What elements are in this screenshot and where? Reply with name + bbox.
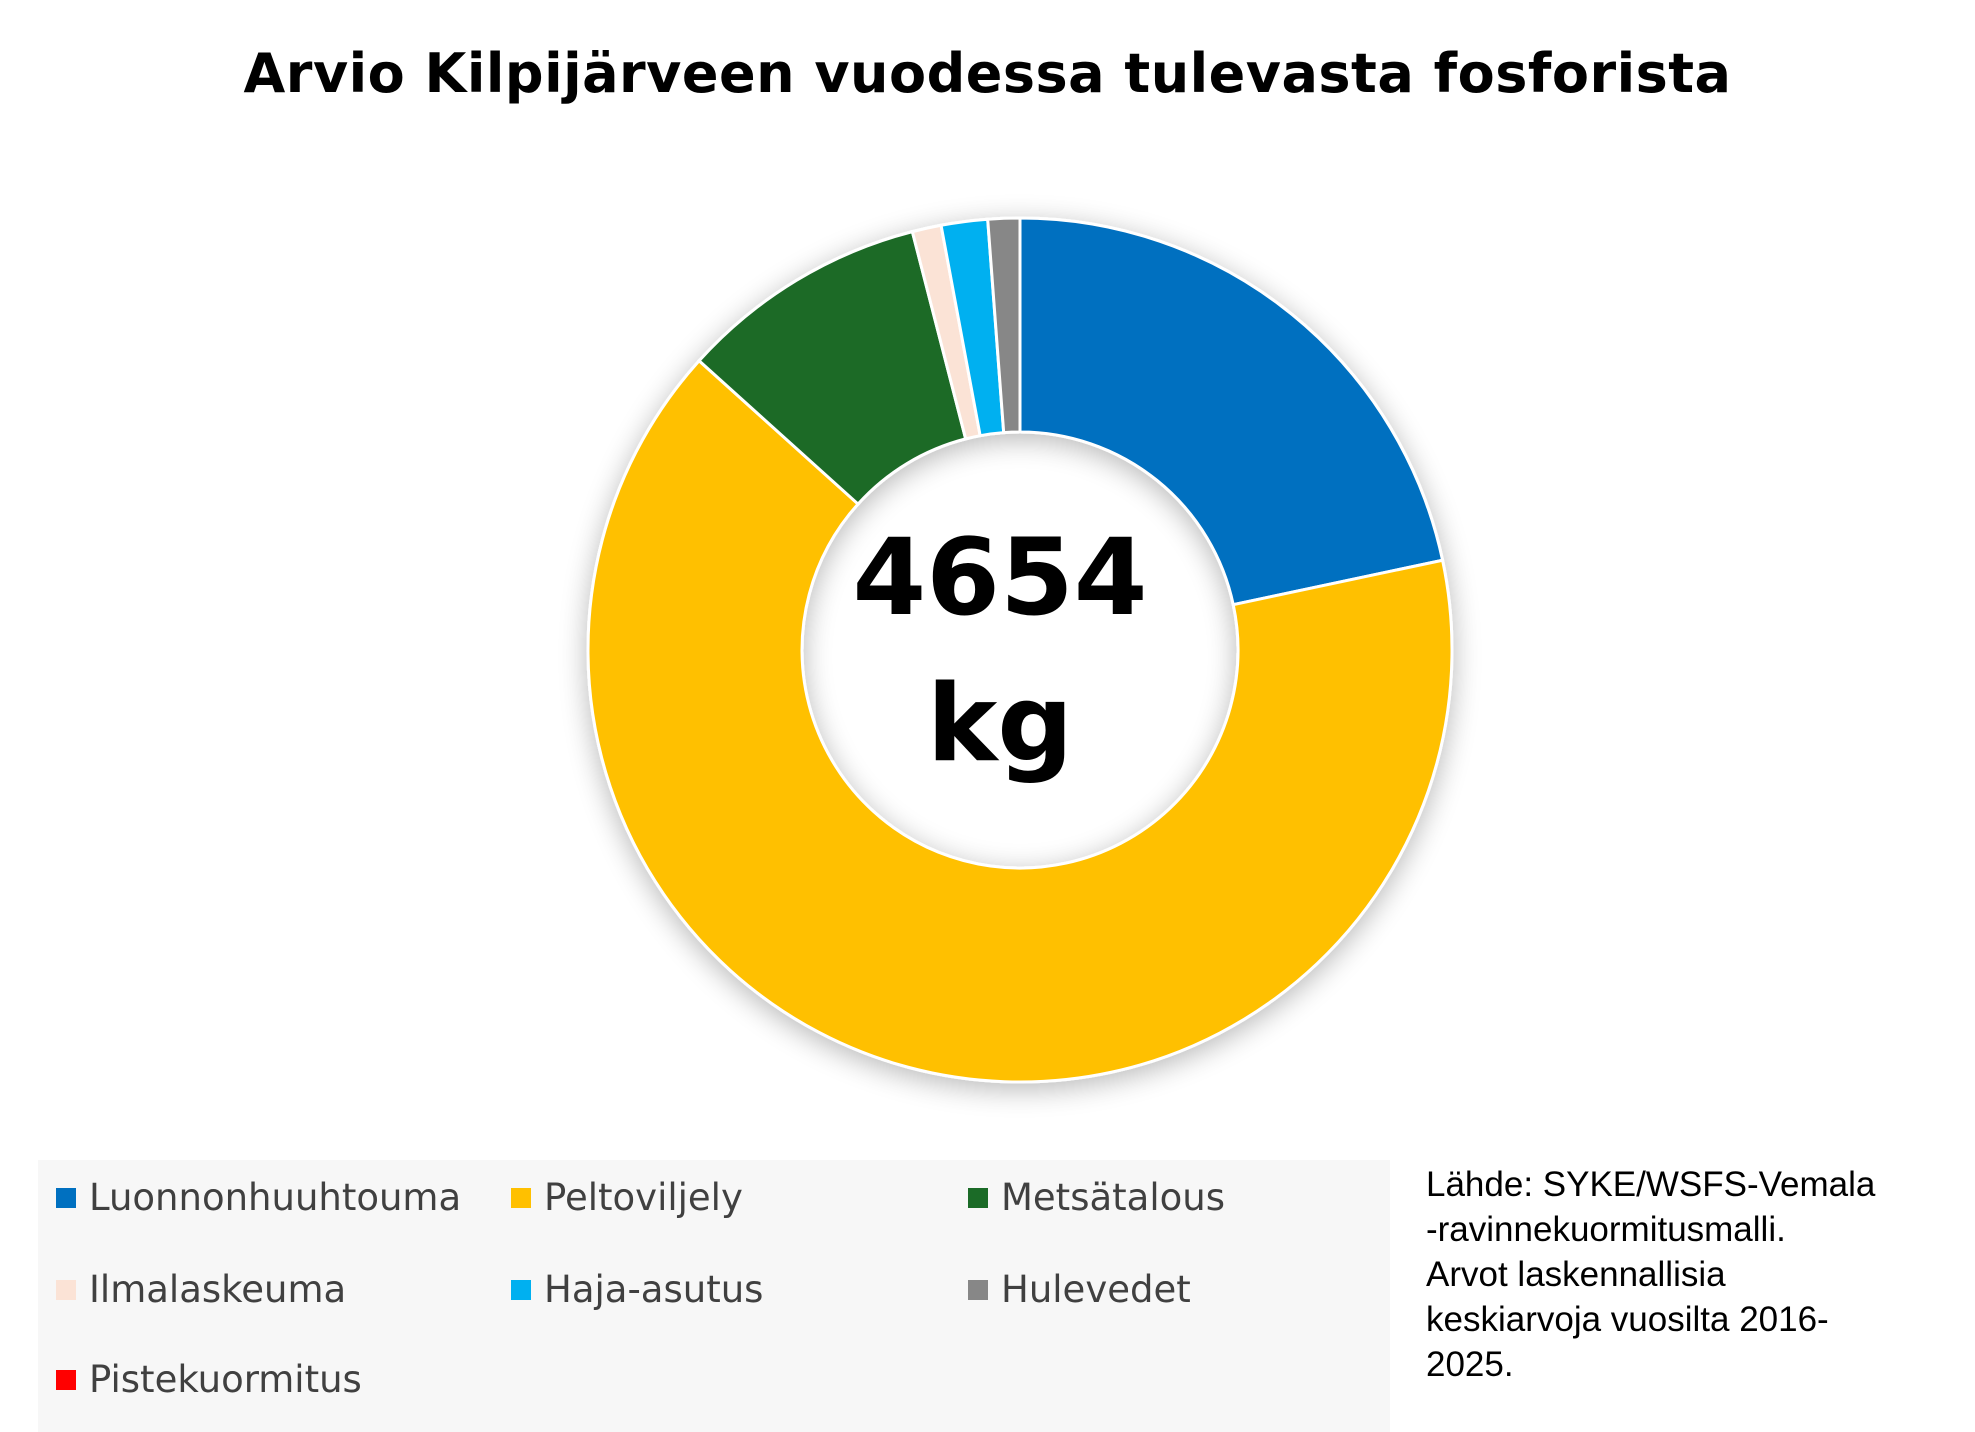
legend-swatch xyxy=(968,1279,988,1300)
center-total: 4654 kg xyxy=(780,505,1220,797)
donut-slice-luonnonhuuhtouma xyxy=(1018,216,1445,607)
legend-swatch xyxy=(511,1187,531,1208)
center-total-value: 4654 xyxy=(852,516,1148,639)
legend-swatch xyxy=(968,1187,988,1208)
legend-swatch xyxy=(56,1279,76,1300)
legend-label: Metsätalous xyxy=(1001,1176,1225,1219)
legend-item: Hulevedet xyxy=(968,1268,1191,1311)
source-note: Lähde: SYKE/WSFS-Vemala -ravinnekuormitu… xyxy=(1426,1162,1966,1387)
legend-item: Peltoviljely xyxy=(511,1176,743,1219)
legend-swatch xyxy=(56,1187,76,1208)
legend-swatch xyxy=(56,1369,76,1390)
legend-item: Haja-asutus xyxy=(511,1268,763,1311)
chart-title: Arvio Kilpijärveen vuodessa tulevasta fo… xyxy=(243,42,1732,105)
legend-item: Luonnonhuuhtouma xyxy=(56,1176,461,1219)
legend-label: Ilmalaskeuma xyxy=(89,1268,347,1311)
source-line: 2025. xyxy=(1426,1345,1514,1384)
legend-item: Ilmalaskeuma xyxy=(56,1268,346,1311)
source-line: Arvot laskennallisia xyxy=(1426,1255,1726,1294)
legend: Luonnonhuuhtouma Peltoviljely Metsätalous I… xyxy=(38,1160,1390,1432)
legend-label: Hulevedet xyxy=(1001,1268,1191,1311)
donut-slice-hulevedet xyxy=(986,216,1022,435)
legend-item: Pistekuormitus xyxy=(56,1358,362,1401)
donut-slice-peltoviljely xyxy=(586,358,1454,1084)
legend-label: Peltoviljely xyxy=(544,1176,743,1219)
source-line: -ravinnekuormitusmalli. xyxy=(1426,1210,1786,1249)
donut-chart xyxy=(586,216,1454,1084)
legend-swatch xyxy=(511,1279,531,1300)
legend-label: Pistekuormitus xyxy=(89,1358,362,1401)
legend-label: Luonnonhuuhtouma xyxy=(89,1176,462,1219)
legend-label: Haja-asutus xyxy=(544,1268,764,1311)
center-total-unit: kg xyxy=(926,662,1074,785)
source-line: Lähde: SYKE/WSFS-Vemala xyxy=(1426,1165,1876,1204)
source-line: keskiarvoja vuosilta 2016- xyxy=(1426,1300,1829,1339)
legend-item: Metsätalous xyxy=(968,1176,1225,1219)
